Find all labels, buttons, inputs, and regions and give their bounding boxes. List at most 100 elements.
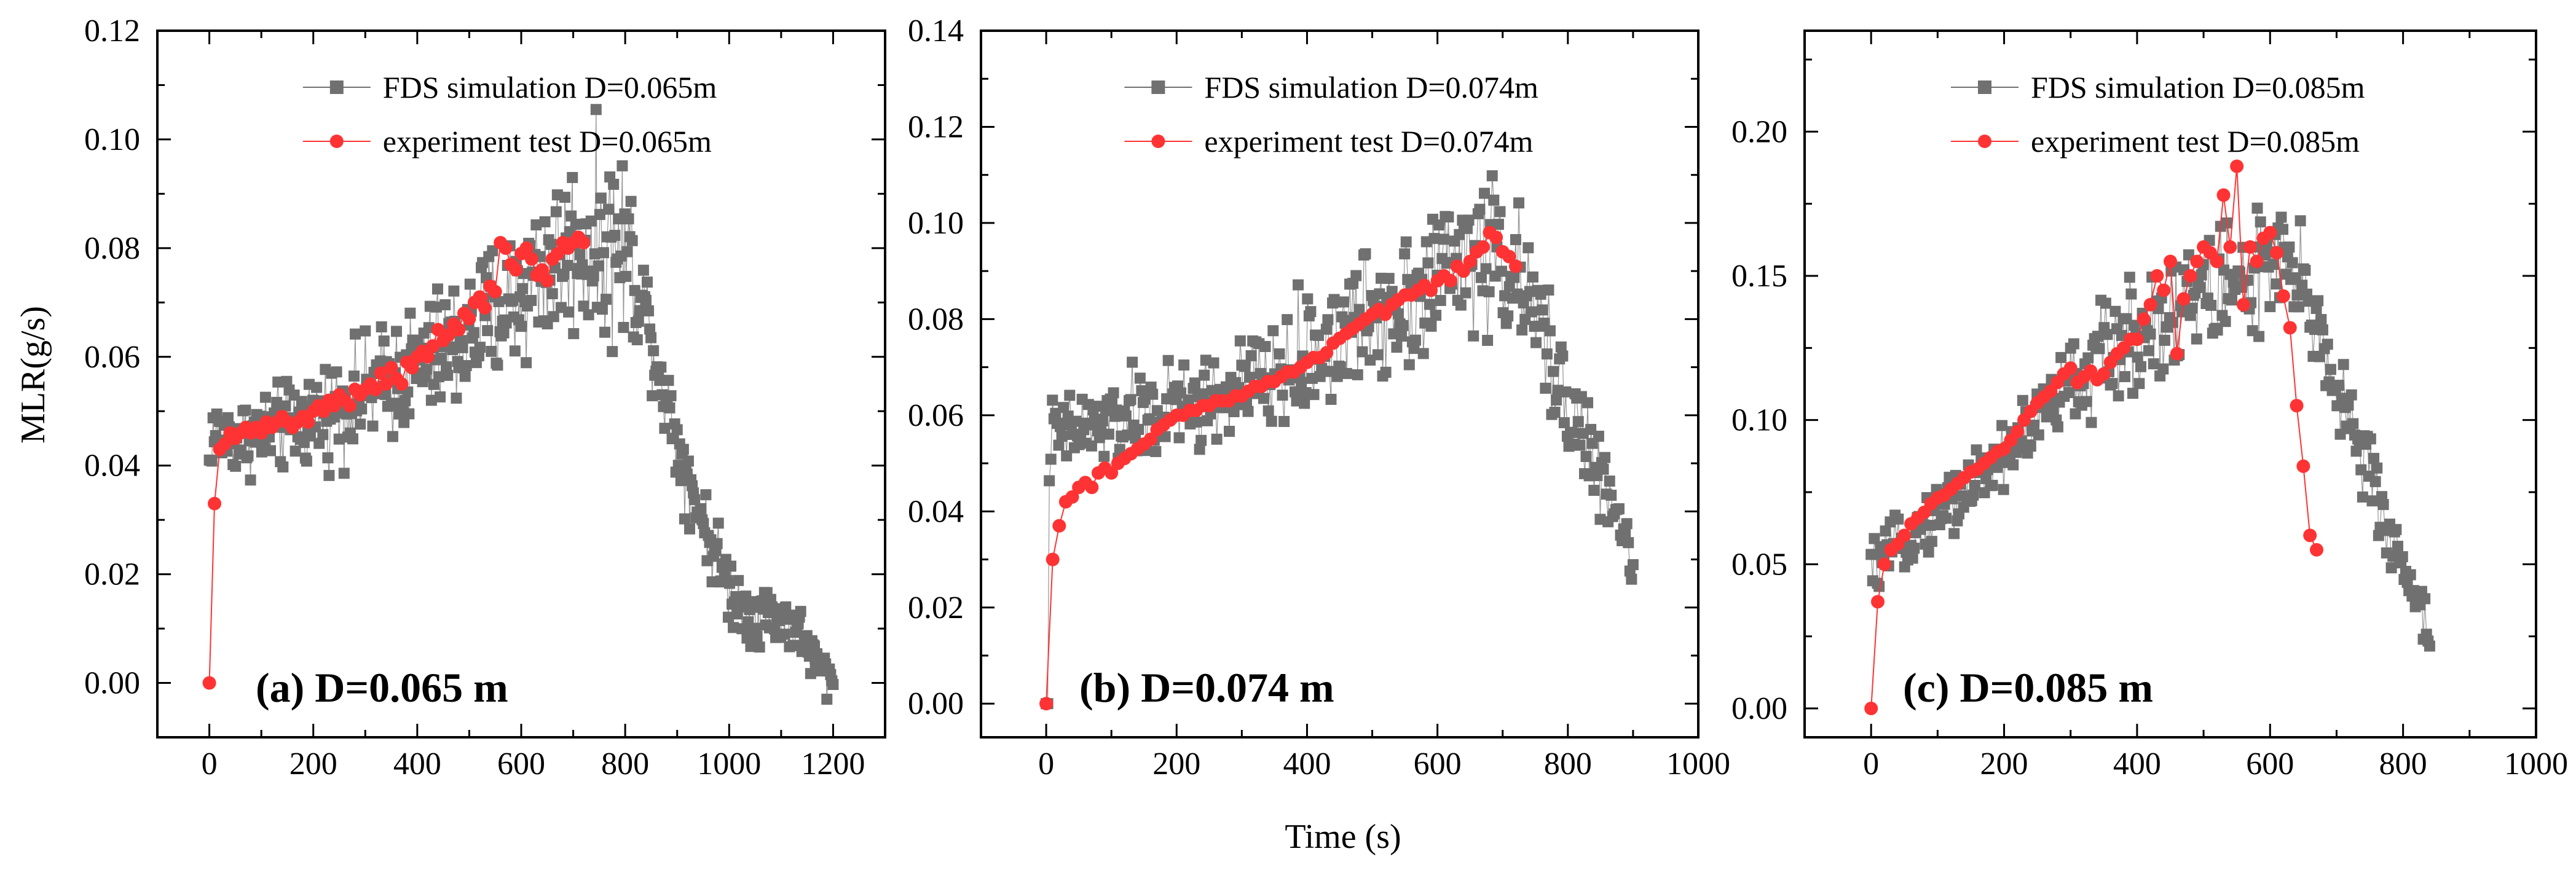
fds-point <box>391 326 403 337</box>
fds-point <box>659 423 671 434</box>
fds-point <box>655 361 667 373</box>
fds-point <box>1537 304 1548 316</box>
fds-point <box>2293 301 2305 313</box>
x-tick-label: 1000 <box>1666 747 1730 782</box>
fds-point <box>1322 314 1334 326</box>
fds-point <box>435 391 446 403</box>
y-tick-label: 0.15 <box>1731 259 1787 294</box>
experiment-point <box>2183 268 2197 283</box>
x-tick-label: 400 <box>1283 747 1331 782</box>
fds-point <box>550 206 562 218</box>
experiment-point <box>379 377 393 391</box>
legend-experiment-marker <box>1978 135 1991 148</box>
fds-point <box>297 401 309 412</box>
fds-point <box>1053 439 1065 451</box>
fds-point <box>245 474 256 486</box>
fds-point <box>1223 426 1235 437</box>
fds-point <box>2283 241 2295 253</box>
fds-point <box>1302 293 1314 305</box>
fds-point <box>1926 536 1937 547</box>
fds-point <box>468 327 479 339</box>
experiment-point <box>2216 188 2231 202</box>
fds-point <box>1516 324 1528 336</box>
fds-point <box>1372 349 1384 361</box>
fds-point <box>1308 389 1320 401</box>
y-tick-label: 0.20 <box>1731 114 1787 149</box>
fds-point <box>559 192 571 203</box>
fds-point <box>206 455 218 467</box>
fds-point <box>356 403 368 415</box>
fds-point <box>1199 369 1210 381</box>
fds-point <box>1127 356 1138 368</box>
fds-point <box>1540 382 1551 394</box>
experiment-point <box>2176 292 2191 306</box>
fds-point <box>223 412 234 423</box>
fds-point <box>2390 523 2402 535</box>
fds-point <box>583 309 594 321</box>
fds-point <box>1409 334 1421 346</box>
experiment-point <box>1143 432 1157 446</box>
experiment-point <box>2164 254 2177 268</box>
fds-point <box>2086 417 2097 428</box>
y-tick-label: 0.12 <box>908 109 964 144</box>
fds-point <box>1435 295 1446 307</box>
fds-point <box>1522 242 1534 254</box>
fds-point <box>2092 331 2103 342</box>
fds-point <box>1392 308 1404 319</box>
fds-point <box>498 327 510 339</box>
fds-point <box>2322 339 2333 350</box>
fds-point <box>2196 269 2207 281</box>
fds-point <box>1572 416 1584 428</box>
fds-point <box>420 364 432 375</box>
fds-point <box>2106 378 2118 390</box>
fds-point <box>682 455 694 467</box>
fds-point <box>1582 397 1594 409</box>
fds-point <box>1893 513 1904 525</box>
fds-point <box>1438 233 1449 245</box>
fds-point <box>323 469 335 481</box>
fds-point <box>2055 351 2067 363</box>
fds-point <box>1463 214 1475 226</box>
experiment-point <box>498 241 513 255</box>
fds-point <box>367 420 379 432</box>
fds-point <box>1325 393 1337 405</box>
fds-point <box>1480 263 1492 275</box>
fds-point <box>281 375 293 387</box>
fds-point <box>1147 388 1159 400</box>
fds-point <box>2212 324 2223 336</box>
fds-point <box>1613 503 1625 515</box>
fds-point <box>2392 541 2403 552</box>
fds-point <box>1352 369 1363 380</box>
fds-point <box>626 235 638 246</box>
fds-point <box>482 325 494 337</box>
y-tick-label: 0.00 <box>908 686 964 721</box>
experiment-point <box>301 415 315 429</box>
fds-point <box>1987 479 1998 491</box>
legend-fds-marker <box>1978 80 1991 94</box>
fds-point <box>751 630 763 642</box>
fds-point <box>1588 485 1600 496</box>
y-tick-label: 0.10 <box>1731 403 1787 438</box>
fds-point <box>457 342 468 353</box>
fds-point <box>821 694 833 705</box>
fds-point <box>2347 418 2359 429</box>
experiment-point <box>2143 297 2157 312</box>
plot-frame <box>980 29 1700 739</box>
experiment-point <box>2303 528 2317 543</box>
fds-point <box>643 305 655 316</box>
fds-point <box>1108 387 1119 399</box>
fds-point <box>2119 370 2131 382</box>
x-tick-label: 1200 <box>801 747 865 782</box>
fds-point <box>1880 525 1891 537</box>
experiment-point <box>395 377 409 391</box>
experiment-point <box>551 246 565 261</box>
fds-point <box>1574 439 1586 451</box>
fds-point <box>2157 363 2169 375</box>
fds-point <box>436 353 447 364</box>
y-tick-label: 0.08 <box>908 302 964 337</box>
fds-point <box>2277 224 2289 235</box>
fds-point <box>526 294 537 306</box>
fds-point <box>1100 405 1111 417</box>
fds-point <box>1173 432 1185 444</box>
fds-point <box>2419 593 2431 605</box>
